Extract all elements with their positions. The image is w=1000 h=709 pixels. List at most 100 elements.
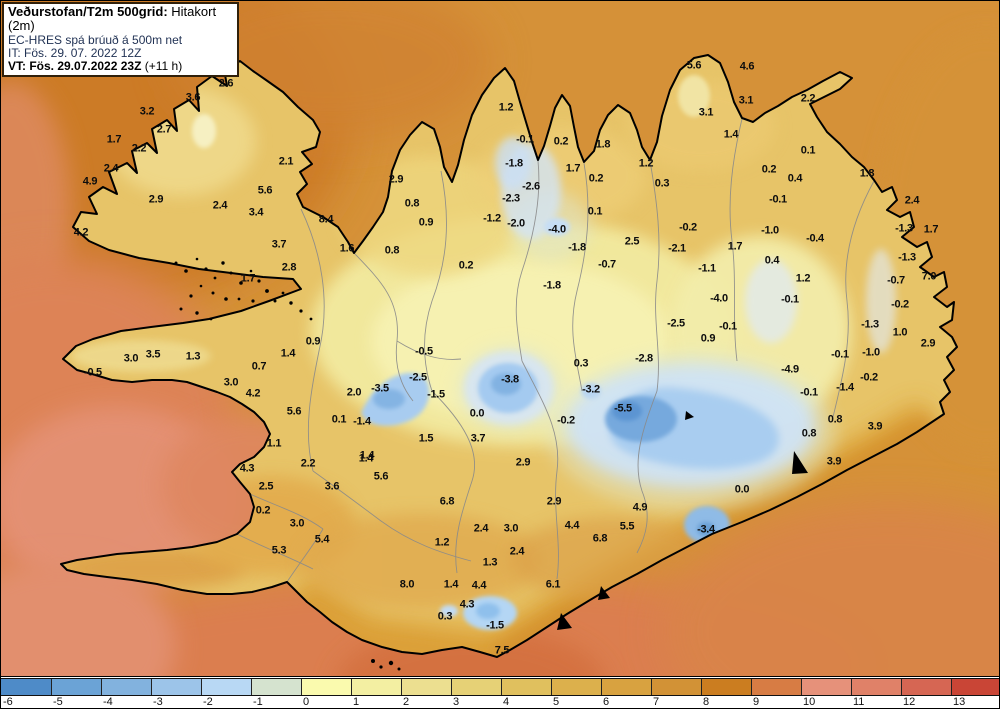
temperature-label: -2.0: [507, 217, 525, 230]
colorbar-tick-label: -1: [253, 696, 263, 708]
temperature-label: 3.0: [223, 376, 239, 389]
temperature-label: 6.8: [592, 532, 608, 545]
temperature-label: -2.8: [635, 352, 653, 365]
temperature-label: 4.2: [245, 387, 261, 400]
colorbar-tick-label: 0: [303, 696, 310, 708]
colorbar-segment: [301, 679, 351, 695]
temperature-label: 0.0: [734, 483, 750, 496]
temperature-label: -3.5: [371, 382, 389, 395]
temperature-label: -3.2: [582, 383, 600, 396]
colorbar-segment: [101, 679, 151, 695]
temperature-label: 1.4: [280, 347, 296, 360]
map-title: Veðurstofan/T2m 500grid: Hitakort (2m): [8, 4, 217, 34]
temperature-label: 2.9: [546, 495, 562, 508]
temperature-label: -4.0: [710, 292, 728, 305]
temperature-label: 0.4: [764, 254, 780, 267]
colorbar-tick-label: 1: [353, 696, 360, 708]
temperature-colorbar: -6 -5 -4 -3 -2 -1 0 1 2 3 4 5 6 7 8 9 10 11 12 13: [1, 676, 999, 708]
temperature-label: 6.1: [545, 578, 561, 591]
temperature-label: -0.1: [781, 293, 799, 306]
temperature-label: 2.2: [300, 457, 316, 470]
temperature-label: 0.2: [588, 172, 604, 185]
temperature-label: -0.5: [415, 345, 433, 358]
temperature-label: 1.2: [795, 272, 811, 285]
colorbar-tick-label: 3: [453, 696, 460, 708]
temperature-label: 1.4: [358, 452, 374, 465]
temperature-label: 1.4: [443, 578, 459, 591]
temperature-label: 1.8: [859, 167, 875, 180]
island-dots: [174, 257, 808, 671]
colorbar-tick-label: -3: [153, 696, 163, 708]
temperature-label: 1.8: [595, 138, 611, 151]
temperature-label: 1.7: [923, 223, 939, 236]
temperature-label: 0.2: [761, 163, 777, 176]
temperature-label: -2.5: [409, 371, 427, 384]
temperature-label: 1.7: [727, 240, 743, 253]
colorbar-ticks: -6 -5 -4 -3 -2 -1 0 1 2 3 4 5 6 7 8 9 10 11 12 13: [1, 696, 999, 708]
temperature-label: 3.0: [123, 352, 139, 365]
temperature-label: 2.8: [281, 261, 297, 274]
temperature-label: 0.3: [654, 177, 670, 190]
temperature-label: 2.5: [258, 480, 274, 493]
temperature-label: -1.4: [836, 381, 854, 394]
temperature-label: -4.0: [548, 223, 566, 236]
temperature-label: 0.9: [700, 332, 716, 345]
temperature-label: -0.2: [557, 414, 575, 427]
temperature-label: 2.1: [278, 155, 294, 168]
colorbar-segment: [501, 679, 551, 695]
colorbar-tick-label: 13: [953, 696, 966, 708]
temperature-label: 0.2: [458, 259, 474, 272]
temperature-label: 0.8: [827, 413, 843, 426]
temperature-label: 3.1: [738, 94, 754, 107]
temperature-label: 3.4: [248, 206, 264, 219]
temperature-label: -0.1: [800, 386, 818, 399]
temperature-label: 3.7: [470, 432, 486, 445]
colorbar-tick-label: 8: [703, 696, 710, 708]
temperature-label: 3.9: [867, 420, 883, 433]
temperature-label: 1.6: [339, 242, 355, 255]
temperature-label: -1.0: [862, 346, 880, 359]
temperature-label: 4.6: [739, 60, 755, 73]
colorbar-segment: [451, 679, 501, 695]
temperature-label: 4.3: [239, 462, 255, 475]
valid-time: VT: Fös. 29.07.2022 23Z (+11 h): [8, 58, 183, 73]
temperature-label: -1.3: [898, 251, 916, 264]
colorbar-tick-label: 9: [753, 696, 760, 708]
temperature-label: 4.2: [73, 226, 89, 239]
colorbar-segment: [51, 679, 101, 695]
temperature-label: -3.4: [697, 523, 715, 536]
temperature-label: 2.2: [800, 92, 816, 105]
temperature-label: 0.9: [305, 335, 321, 348]
temperature-label: 0.8: [404, 197, 420, 210]
temperature-label: -1.2: [483, 212, 501, 225]
coastline: [60, 54, 958, 658]
temperature-label: 1.3: [482, 556, 498, 569]
temperature-label: 1.1: [266, 437, 282, 450]
temperature-label: 4.4: [564, 519, 580, 532]
temperature-label: -0.1: [769, 193, 787, 206]
temperature-label: 0.8: [801, 427, 817, 440]
temperature-label: -2.1: [668, 242, 686, 255]
temperature-label: -0.1: [831, 348, 849, 361]
temperature-label: 1.3: [185, 350, 201, 363]
colorbar-segment: [551, 679, 601, 695]
temperature-label: 0.8: [384, 244, 400, 257]
temperature-label: 3.0: [503, 522, 519, 535]
temperature-label: 5.4: [314, 533, 330, 546]
map-legend-box: Veðurstofan/T2m 500grid: Hitakort (2m) E…: [2, 2, 239, 78]
temperature-label: -1.5: [486, 619, 504, 632]
colorbar-segment: [601, 679, 651, 695]
colorbar-tick-label: 2: [403, 696, 410, 708]
temperature-label: 2.5: [624, 235, 640, 248]
temperature-label: -5.5: [614, 402, 632, 415]
colorbar-tick-label: -5: [53, 696, 63, 708]
temperature-label: 0.7: [251, 360, 267, 373]
temperature-label: 3.9: [826, 455, 842, 468]
temperature-label: -4.9: [781, 363, 799, 376]
temperature-label: 1.7: [565, 162, 581, 175]
colorbar-tick-label: 6: [603, 696, 610, 708]
temperature-label: 3.5: [145, 348, 161, 361]
temperature-label: -0.7: [598, 258, 616, 271]
temperature-label: 0.4: [787, 172, 803, 185]
model-subtitle: EC-HRES spá brúuð á 500m net: [8, 32, 183, 47]
